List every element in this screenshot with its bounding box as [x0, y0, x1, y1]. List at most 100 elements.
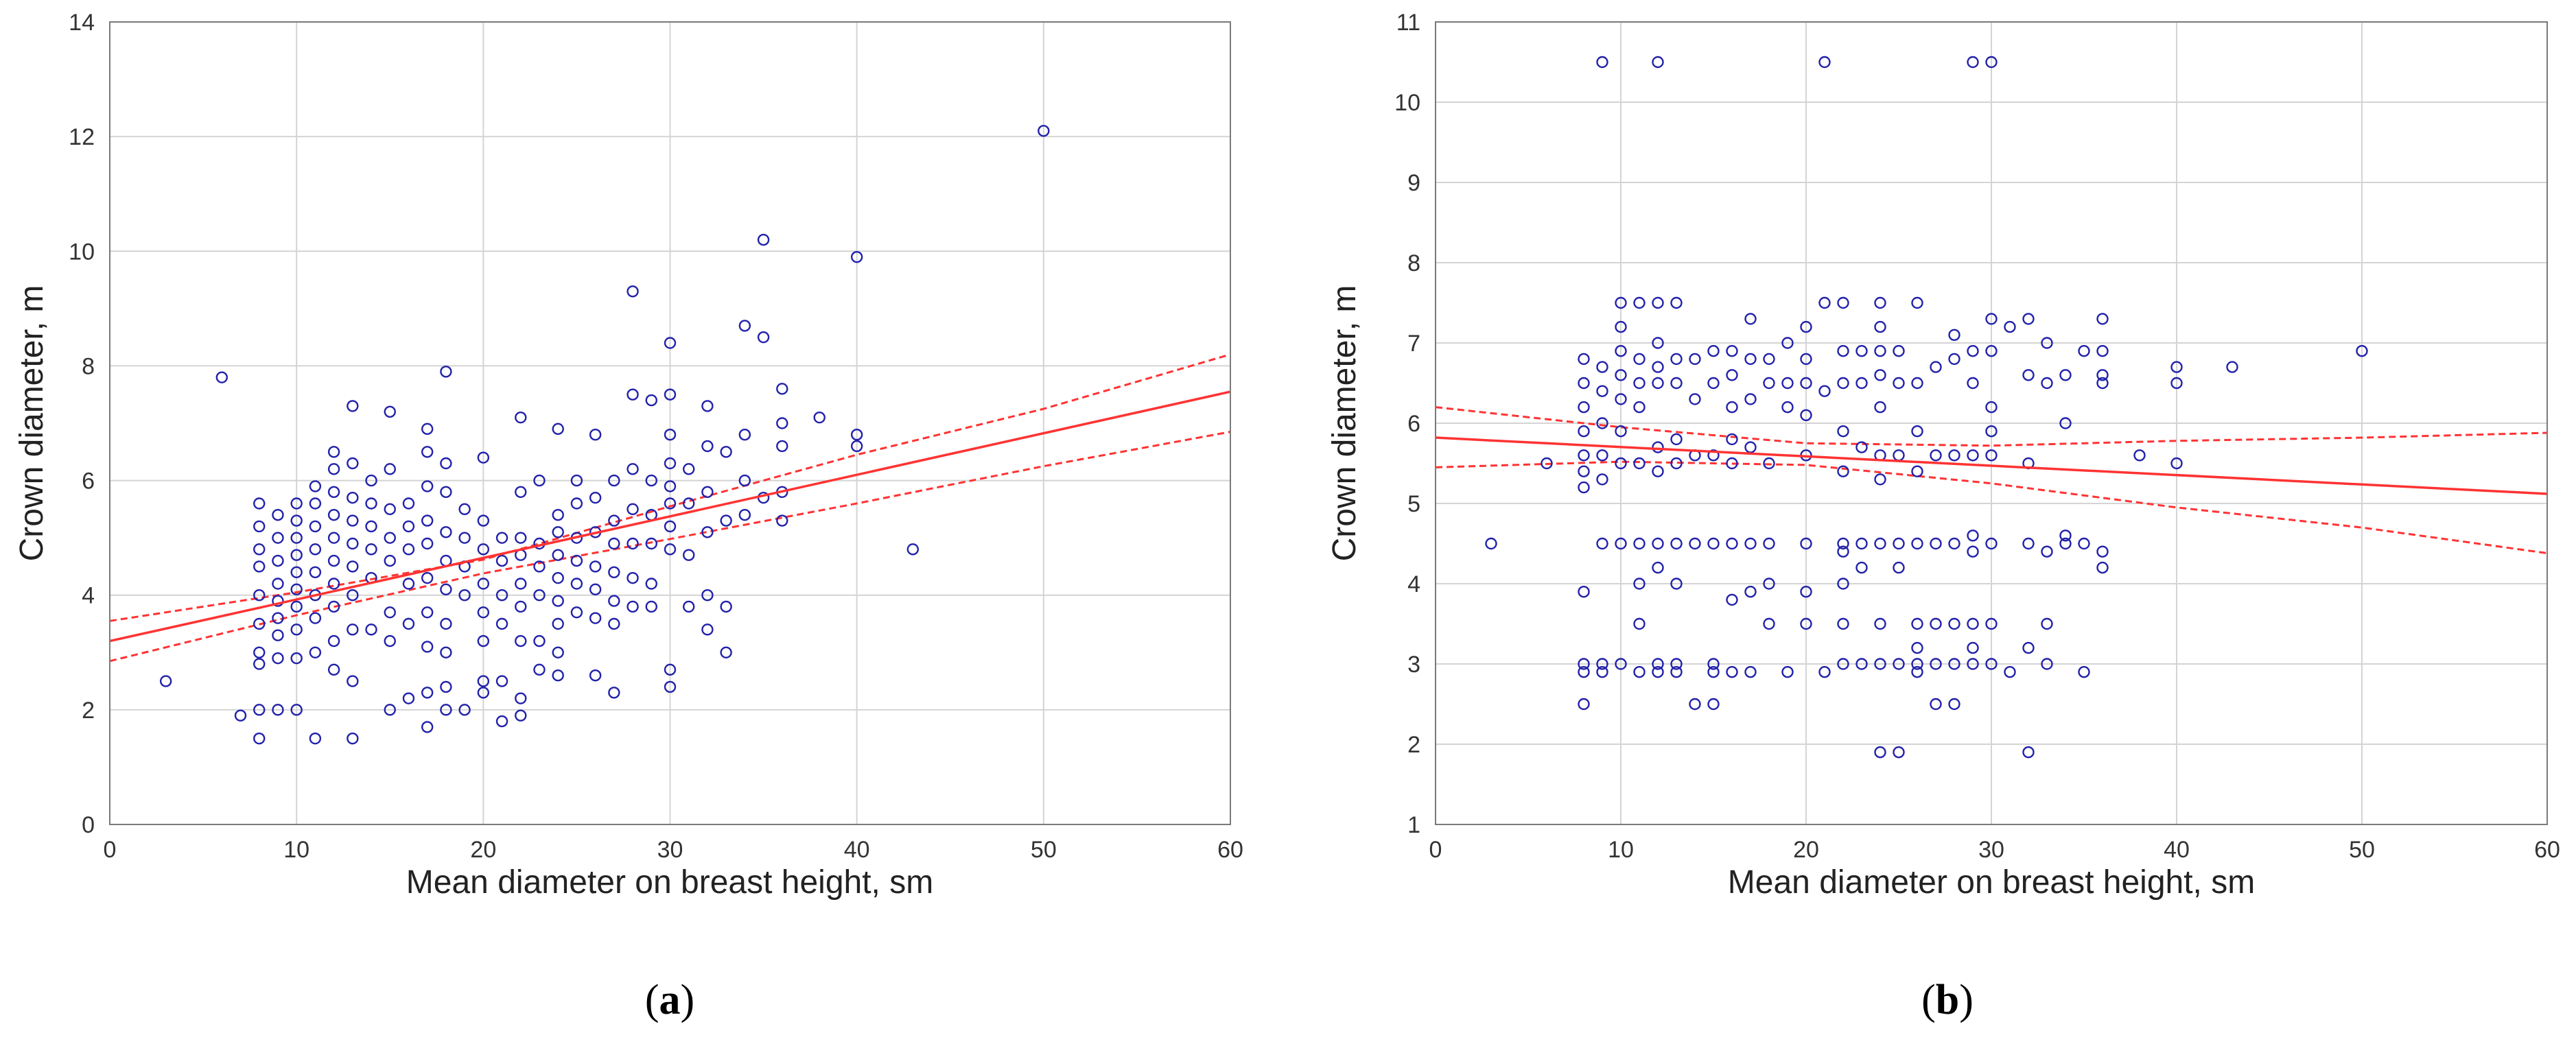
- grid-b: [1436, 22, 2547, 824]
- data-point: [327, 663, 340, 676]
- data-point: [1615, 658, 1627, 670]
- data-point: [1855, 537, 1868, 550]
- data-point: [1596, 361, 1608, 373]
- data-point: [1855, 441, 1868, 453]
- data-point: [215, 371, 228, 383]
- data-point: [365, 543, 377, 556]
- data-point: [2078, 537, 2090, 550]
- y-tick-label: 6: [82, 468, 95, 495]
- data-point: [1967, 530, 1979, 542]
- data-point: [477, 514, 490, 527]
- data-point: [1726, 537, 1738, 550]
- data-point: [1893, 746, 1905, 759]
- data-point: [365, 497, 377, 510]
- data-point: [253, 520, 266, 533]
- data-point: [1578, 425, 1590, 438]
- data-point: [1633, 401, 1646, 414]
- data-point: [627, 600, 639, 613]
- x-tick-label: 40: [2164, 837, 2190, 863]
- data-point: [664, 337, 677, 349]
- data-point: [440, 486, 452, 498]
- data-point: [1855, 561, 1868, 574]
- data-point: [850, 429, 863, 441]
- data-point: [1967, 617, 1979, 630]
- data-point: [683, 549, 695, 561]
- data-point: [458, 704, 471, 716]
- data-point: [402, 578, 415, 590]
- data-point: [533, 634, 546, 647]
- data-point: [1726, 369, 1738, 381]
- data-point: [1763, 377, 1775, 390]
- data-point: [1578, 658, 1590, 670]
- data-point: [1670, 666, 1683, 678]
- data-point: [1578, 586, 1590, 598]
- scatter-points-b: [1485, 56, 2368, 759]
- data-point: [645, 578, 657, 590]
- data-point: [664, 680, 677, 693]
- data-point: [1541, 457, 1553, 470]
- data-point: [1707, 377, 1720, 390]
- plot-frame-a: [109, 21, 1231, 825]
- data-point: [1800, 586, 1812, 598]
- data-point: [272, 629, 284, 641]
- data-point: [1744, 313, 1757, 325]
- data-point: [701, 486, 714, 498]
- data-point: [2041, 545, 2053, 558]
- data-point: [327, 600, 340, 613]
- data-point: [757, 331, 770, 344]
- data-point: [234, 709, 247, 722]
- y-tick-label: 2: [82, 698, 95, 724]
- x-axis-title-b: Mean diameter on breast height, sm: [1728, 864, 2255, 901]
- data-point: [1800, 617, 1812, 630]
- data-point: [1689, 393, 1701, 405]
- data-point: [1763, 457, 1775, 470]
- data-point: [309, 497, 322, 510]
- x-tick-label: 30: [1978, 837, 2004, 863]
- data-point: [2041, 337, 2053, 349]
- data-point: [2059, 417, 2072, 429]
- data-point: [1837, 425, 1849, 438]
- data-point: [1707, 449, 1720, 462]
- data-point: [1707, 666, 1720, 678]
- data-point: [1948, 698, 1960, 711]
- data-point: [1930, 537, 1942, 550]
- confidence-band-b: [1435, 406, 2548, 555]
- data-point: [327, 532, 340, 544]
- data-point: [533, 663, 546, 676]
- data-point: [552, 423, 564, 436]
- data-point: [384, 554, 396, 567]
- data-point: [552, 509, 564, 521]
- data-point: [1781, 377, 1794, 390]
- data-point: [1985, 345, 1998, 357]
- data-point: [402, 543, 415, 556]
- data-point: [515, 600, 527, 613]
- data-point: [1911, 666, 1923, 678]
- data-point: [515, 578, 527, 590]
- data-point: [347, 589, 359, 602]
- data-point: [2022, 313, 2035, 325]
- data-point: [589, 429, 602, 441]
- chart-panel-a: 0 10 20 30 40 50 60 0 2 4 6 8 10 12 14 Mean diameter …: [14, 10, 1243, 1023]
- data-point: [738, 429, 751, 441]
- data-point: [1744, 393, 1757, 405]
- data-point: [570, 474, 583, 487]
- y-tick-label: 9: [1407, 170, 1420, 196]
- y-tick-label: 11: [1396, 10, 1420, 36]
- data-point: [384, 704, 396, 716]
- data-point: [253, 658, 266, 670]
- data-point: [290, 532, 303, 544]
- data-point: [1652, 361, 1664, 373]
- data-point: [365, 520, 377, 533]
- data-point: [627, 503, 639, 516]
- data-point: [1948, 329, 1960, 341]
- data-point: [1930, 658, 1942, 670]
- data-point: [627, 388, 639, 401]
- scatter-points-a: [159, 125, 1050, 745]
- data-point: [1837, 345, 1849, 357]
- x-tick-label: 20: [470, 837, 496, 863]
- data-point: [1967, 449, 1979, 462]
- y-tick-label: 4: [82, 583, 95, 609]
- data-point: [421, 446, 434, 458]
- data-point: [1596, 537, 1608, 550]
- data-point: [495, 675, 508, 687]
